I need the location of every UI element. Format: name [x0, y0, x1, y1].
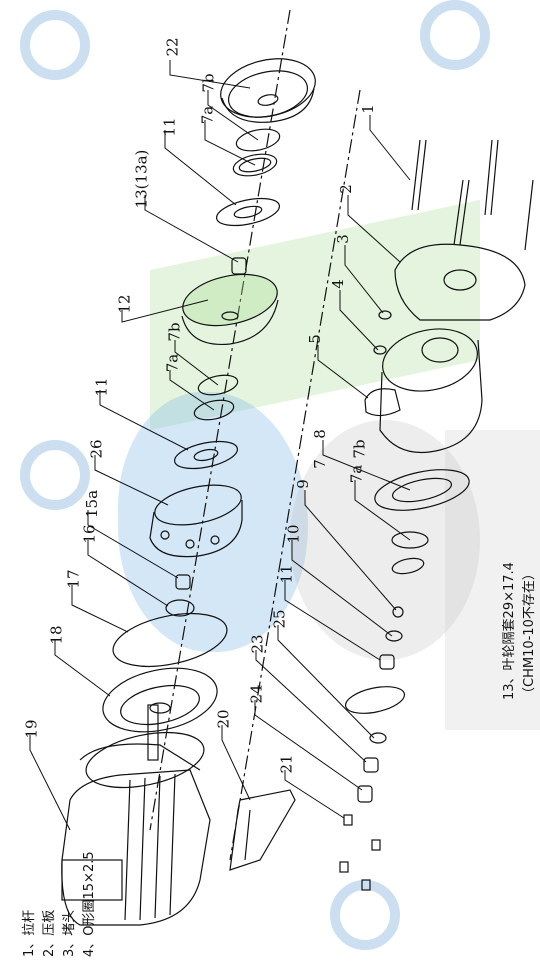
part-9-nut — [385, 630, 403, 642]
label-3: 3 — [333, 234, 352, 244]
watermark-grey-bar — [445, 430, 540, 730]
part-2-pressure-plate — [394, 243, 526, 321]
label-24: 24 — [247, 684, 266, 704]
part-25-washer — [369, 732, 387, 744]
watermark-logo-icon — [420, 0, 490, 70]
part-19-motor — [61, 704, 211, 926]
label-5: 5 — [305, 334, 324, 344]
part-7a-ring-low — [391, 531, 429, 549]
label-4: 4 — [328, 279, 347, 289]
label-2: 2 — [336, 184, 355, 194]
part-12-bowl — [181, 273, 279, 346]
legend-item-13-note: （CHM10-10不存在） — [522, 567, 537, 700]
part-24-sleeve — [357, 785, 373, 803]
part-7a-ring-top — [232, 153, 278, 177]
label-23: 23 — [248, 634, 267, 654]
part-7b-ring-mid — [197, 374, 239, 396]
part-5-pump-housing — [364, 328, 483, 454]
label-16: 16 — [80, 524, 99, 544]
watermark-logo-icon — [20, 440, 90, 510]
axis-line-2 — [229, 89, 361, 861]
part-16-nut — [165, 599, 195, 617]
part-17-oring — [112, 613, 228, 667]
label-10: 10 — [284, 524, 303, 544]
watermark-grey-shape — [290, 420, 480, 660]
part-8-washer — [392, 606, 404, 618]
label-18: 18 — [47, 625, 66, 645]
label-26: 26 — [87, 439, 106, 459]
legend-item-13: 13、叶轮隔套29×17.4 — [502, 562, 517, 700]
part-23-sleeve — [363, 757, 379, 773]
label-11-low: 11 — [277, 564, 296, 584]
label-25: 25 — [270, 609, 289, 629]
label-20: 20 — [214, 709, 233, 729]
label-9: 9 — [293, 479, 312, 489]
part-26-chamber — [149, 484, 243, 558]
label-7: 7 — [310, 459, 329, 469]
label-7a-low: 7a — [347, 464, 366, 484]
label-21: 21 — [277, 754, 296, 774]
label-15a: 15a — [83, 489, 102, 519]
label-11-mid: 11 — [92, 377, 111, 397]
part-18-plate — [102, 667, 218, 733]
label-12: 12 — [115, 294, 134, 314]
label-8: 8 — [310, 429, 329, 439]
watermark-logo-icon — [330, 880, 400, 950]
watermark-blue-shape — [118, 392, 308, 652]
part-3-plug — [378, 310, 392, 320]
label-7b-low: 7b — [350, 439, 369, 459]
part-11-impeller-low — [344, 686, 406, 714]
part-7a-ring-mid — [193, 399, 235, 421]
part-1-tie-rods — [411, 139, 534, 251]
part-7b-ring-low — [374, 469, 470, 511]
part-10-sleeve — [379, 654, 395, 670]
part-11-impeller-top — [215, 197, 281, 227]
center-axis-line — [149, 9, 291, 831]
legend-item-1: 1、拉杆 — [22, 909, 37, 957]
part-15a-sleeve — [175, 574, 191, 590]
label-22: 22 — [163, 37, 182, 57]
part-21-screws — [339, 814, 381, 891]
part-20-bracket — [229, 789, 296, 871]
watermark-logo-icon — [20, 10, 90, 80]
legend-item-2: 2、压板 — [42, 909, 57, 957]
label-11-top: 11 — [160, 117, 179, 137]
part-7b-ring-top — [235, 128, 281, 152]
part-22-cover — [220, 58, 316, 123]
label-17: 17 — [64, 569, 83, 589]
label-7b-mid: 7b — [165, 322, 184, 342]
label-7a-mid: 7a — [163, 353, 182, 373]
label-1: 1 — [358, 104, 377, 114]
legend-item-4: 4、O形圈15×2.5 — [82, 851, 97, 957]
label-19: 19 — [22, 719, 41, 739]
part-13-sleeve — [231, 257, 247, 275]
part-4-oring-small — [373, 345, 387, 355]
label-7a-top: 7a — [198, 105, 217, 125]
part-11-impeller-mid — [173, 440, 239, 470]
label-13: 13(13a) — [132, 149, 151, 209]
label-7b-top: 7b — [199, 73, 218, 93]
legend-item-3: 3、堵头 — [62, 909, 77, 957]
